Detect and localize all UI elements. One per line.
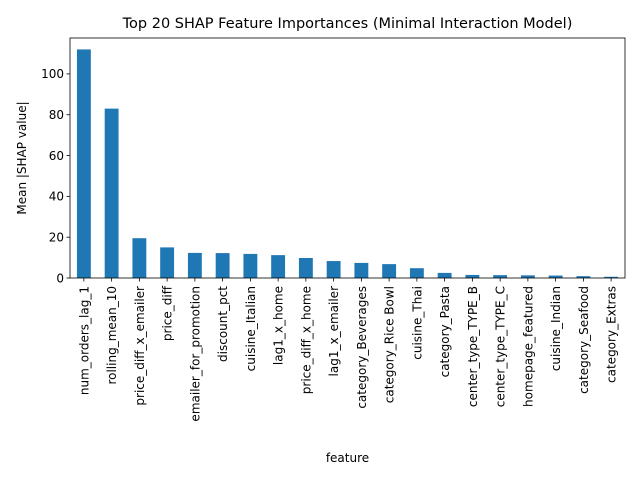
x-tick-label: lag1_x_home (272, 286, 286, 365)
bar (465, 274, 480, 278)
x-tick-label: category_Rice Bowl (383, 286, 397, 403)
bar (298, 258, 313, 278)
y-tick-label: 20 (49, 230, 64, 244)
x-tick-label: cuisine_Indian (549, 286, 563, 371)
y-tick-label: 60 (49, 149, 64, 163)
x-tick-label: homepage_featured (521, 286, 535, 407)
axes-frame (69, 37, 626, 279)
x-tick-label: cuisine_Thai (410, 286, 424, 360)
x-tick-label: category_Extras (605, 286, 619, 383)
bar (520, 275, 535, 278)
x-tick-label: price_diff (161, 285, 175, 341)
chart-title: Top 20 SHAP Feature Importances (Minimal… (122, 16, 573, 32)
y-tick-label: 100 (41, 67, 64, 81)
x-tick-label: category_Seafood (577, 286, 591, 394)
bar (326, 261, 341, 278)
x-tick-label: category_Pasta (438, 286, 452, 377)
plot-area-frame (69, 37, 626, 279)
x-axis: num_orders_lag_1 rolling_mean_10 price_dif… (77, 278, 619, 422)
y-axis-label: Mean |SHAP value| (15, 101, 29, 214)
bar (243, 253, 258, 278)
bar (382, 264, 397, 278)
x-tick-label: category_Beverages (355, 286, 369, 409)
x-tick-label: lag1_x_emailer (327, 286, 341, 377)
x-tick-label: price_diff_x_home (299, 286, 313, 394)
x-tick-label: center_type_TYPE_B (466, 286, 480, 407)
bar (437, 272, 452, 278)
y-tick-label: 40 (49, 190, 64, 204)
bar (271, 255, 286, 278)
x-tick-label: emailer_for_promotion (188, 286, 202, 422)
x-tick-label: cuisine_Italian (244, 286, 258, 371)
x-tick-label: rolling_mean_10 (105, 286, 119, 385)
x-tick-label: discount_pct (216, 286, 230, 362)
bar (160, 247, 175, 278)
x-tick-label: num_orders_lag_1 (77, 286, 91, 395)
x-axis-label: feature (326, 451, 369, 465)
bar (187, 252, 202, 278)
bar (493, 275, 508, 278)
bar (104, 108, 119, 278)
bar (604, 276, 619, 278)
x-tick-label: center_type_TYPE_C (494, 286, 508, 407)
bar (576, 276, 591, 278)
y-tick-label: 80 (49, 108, 64, 122)
bar (132, 238, 147, 278)
bar (409, 268, 424, 278)
x-tick-label: price_diff_x_emailer (133, 286, 147, 406)
bar (354, 262, 369, 278)
y-axis: 0 20 40 60 80 100 (41, 67, 70, 285)
bar (548, 275, 563, 278)
bars-group (76, 49, 619, 278)
bar (76, 49, 91, 278)
y-tick-label: 0 (56, 271, 64, 285)
bar (215, 253, 230, 278)
